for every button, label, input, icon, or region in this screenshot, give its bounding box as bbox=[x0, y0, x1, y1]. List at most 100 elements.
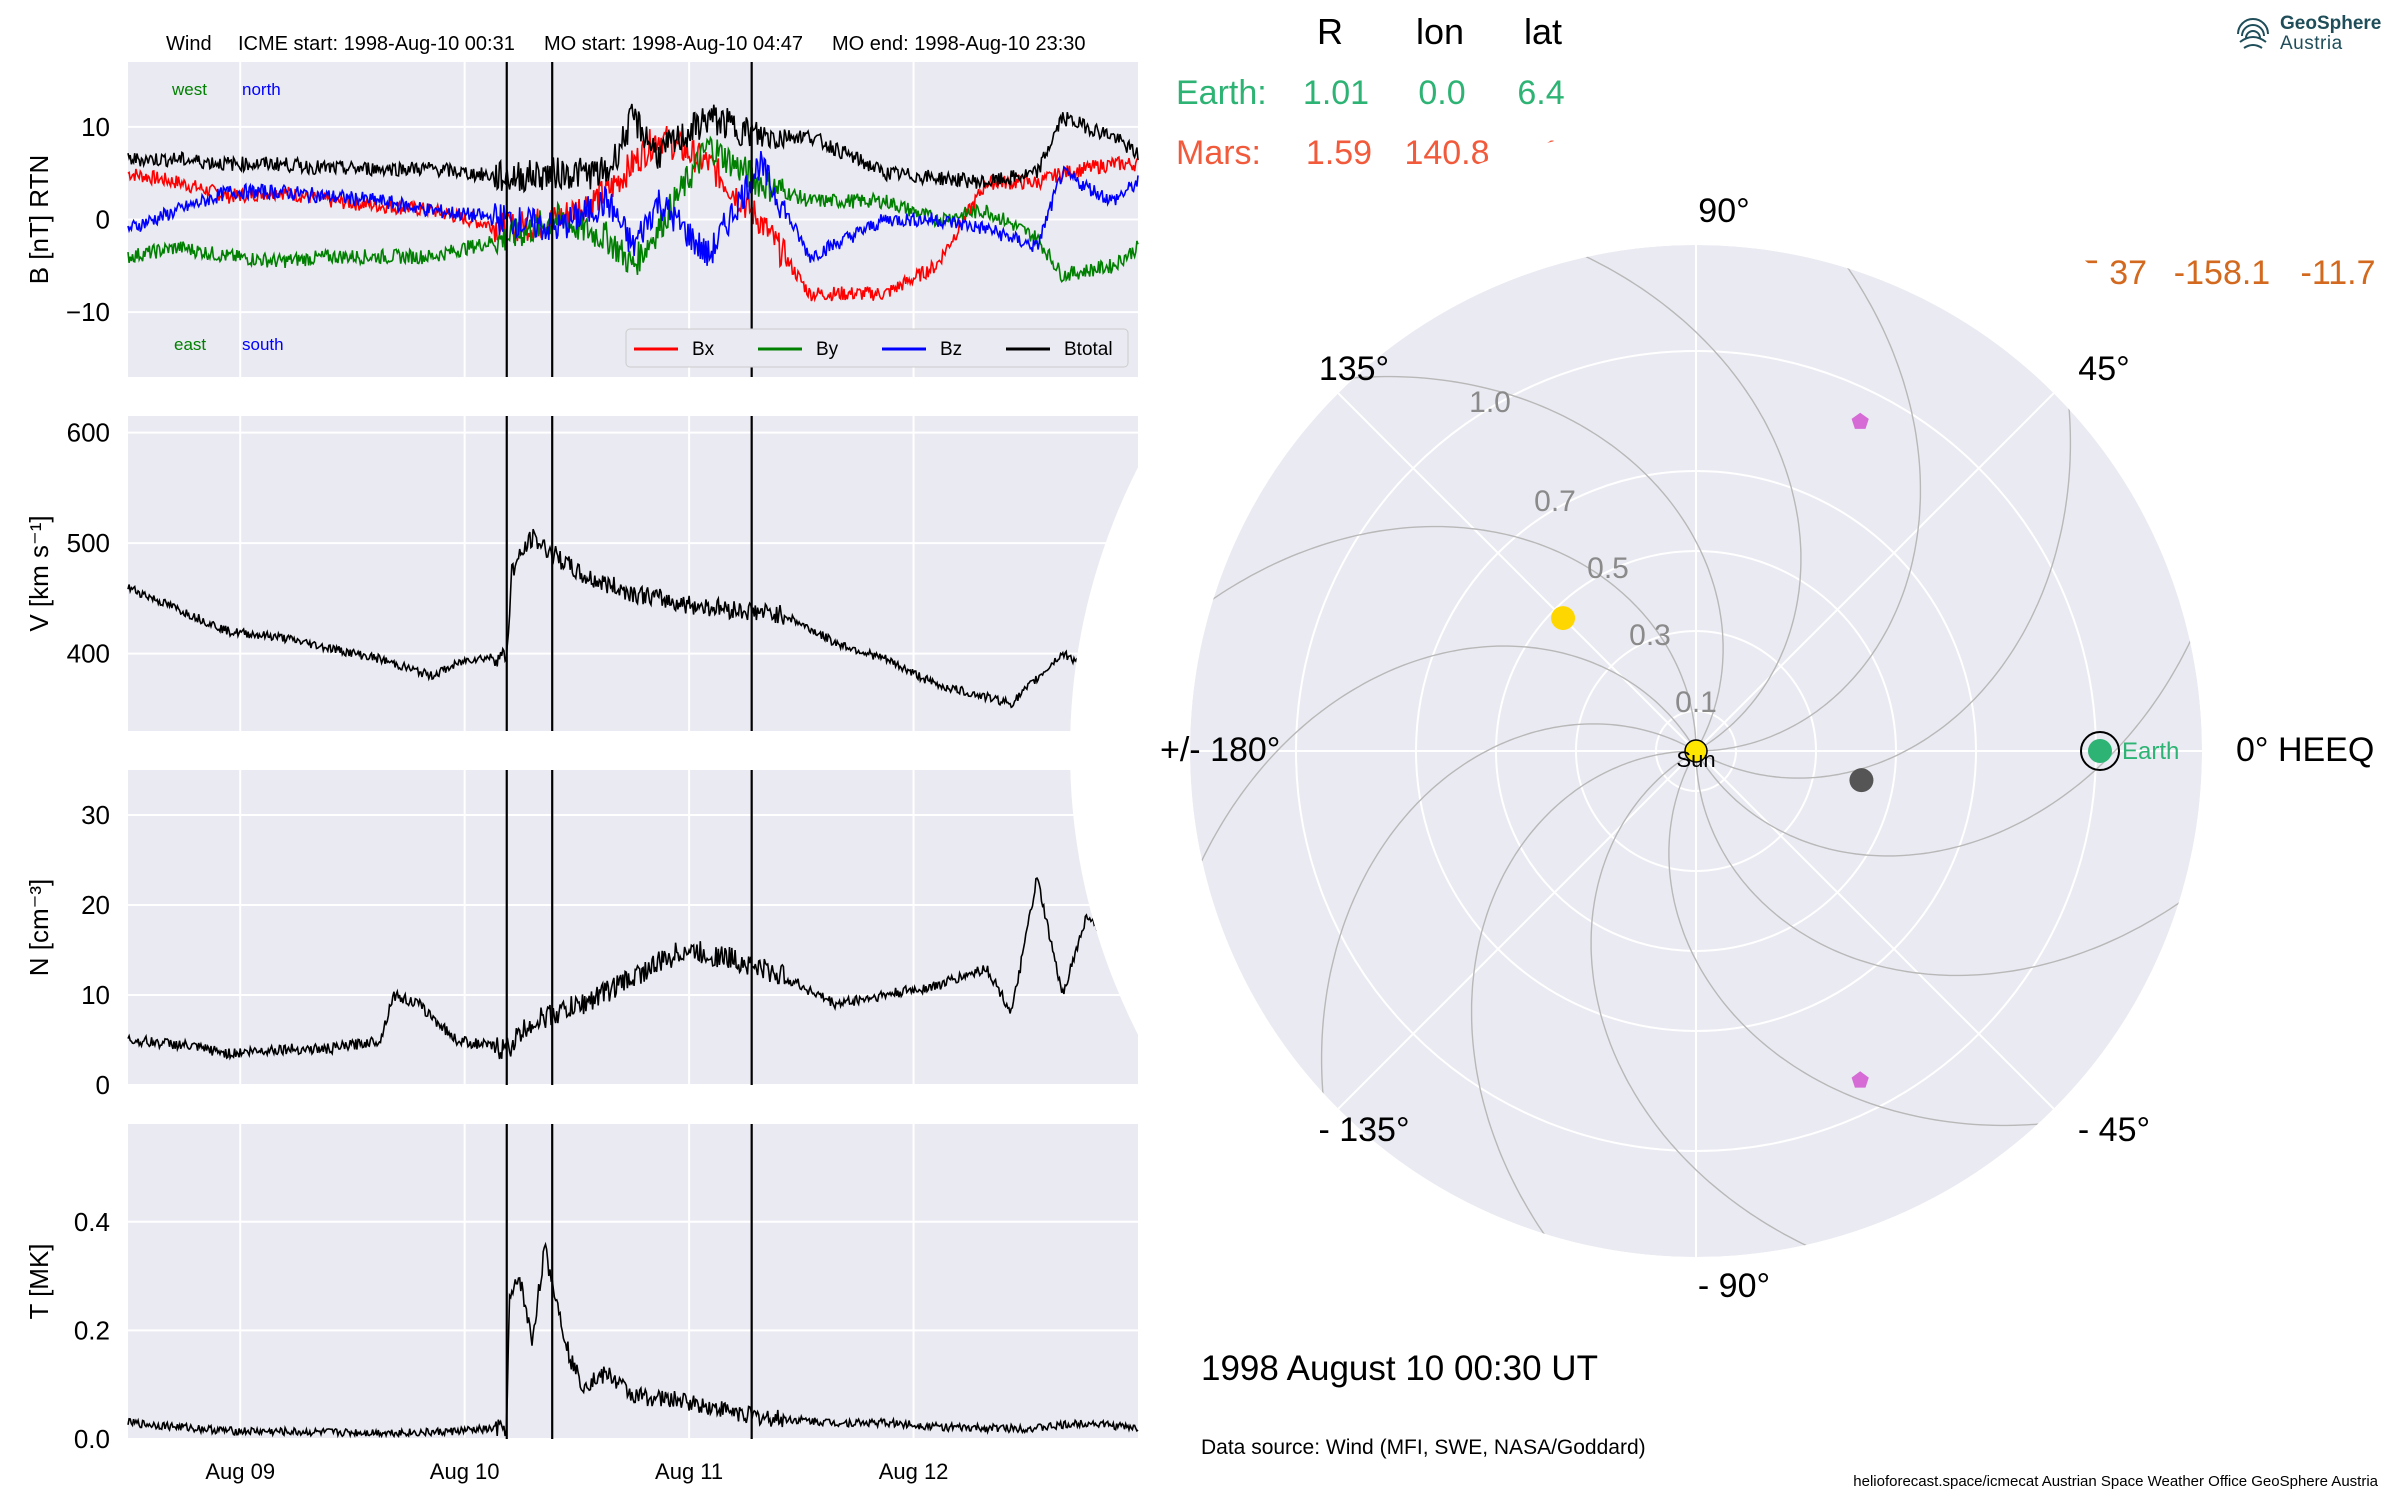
series-line-btotal bbox=[127, 103, 1139, 194]
col-r: R bbox=[1317, 11, 1343, 52]
legend-label-btotal: Btotal bbox=[1064, 339, 1113, 360]
date-label: 1998 August 10 00:30 UT bbox=[1201, 1349, 1598, 1388]
parker-spiral bbox=[1668, 750, 2041, 1127]
x-tick-label: Aug 11 bbox=[655, 1459, 723, 1484]
radial-tick-label: 1.0 bbox=[1469, 386, 1511, 419]
parker-spiral bbox=[1583, 254, 1802, 752]
y-tick-label: 0 bbox=[96, 1070, 110, 1100]
y-axis-label: N [cm⁻³] bbox=[24, 879, 54, 977]
y-tick-label: 0.2 bbox=[74, 1315, 110, 1345]
legend-label-bz: Bz bbox=[940, 339, 962, 360]
credits: helioforecast.space/icmecat Austrian Spa… bbox=[1853, 1473, 2378, 1490]
parker-spiral bbox=[1696, 265, 1922, 752]
x-tick-label: Aug 10 bbox=[430, 1459, 500, 1484]
header-mo-start: MO start: 1998-Aug-10 04:47 bbox=[544, 33, 803, 55]
y-tick-label: −10 bbox=[66, 297, 110, 327]
parker-spiral bbox=[1199, 645, 1697, 864]
y-tick-label: 500 bbox=[67, 528, 110, 558]
col-lat: lat bbox=[1524, 11, 1562, 52]
gray-body-marker bbox=[1849, 768, 1874, 793]
col-lon: lon bbox=[1416, 11, 1464, 52]
panel-temperature: 0.4 0.2 0.0 T [MK] Aug 09 Aug 10 Aug 11 Aug 12 bbox=[24, 1124, 1139, 1484]
parker-spiral bbox=[1351, 375, 1724, 752]
polar-plot: 0.1 0.3 0.5 0.7 1.0 Sun Earth bbox=[1070, 125, 2322, 1377]
ulysses-row-lat: -11.7 bbox=[2301, 254, 2376, 292]
legend: Bx By Bz Btotal bbox=[625, 328, 1129, 368]
label-south: south bbox=[242, 335, 284, 354]
data-source: Data source: Wind (MFI, SWE, NASA/Goddar… bbox=[1201, 1436, 1646, 1459]
y-tick-label: 10 bbox=[81, 112, 110, 142]
panel-magnetic-field: 10 0 −10 B [nT] RTN bbox=[24, 62, 1139, 377]
angle-label-45: 45° bbox=[2078, 350, 2129, 388]
label-east: east bbox=[174, 335, 206, 354]
legend-box bbox=[625, 328, 1129, 368]
earth-row-r: 1.01 bbox=[1303, 74, 1369, 112]
earth-ring bbox=[2080, 731, 2120, 771]
geosphere-logo: GeoSphere Austria bbox=[2232, 12, 2381, 56]
series-line-bx bbox=[127, 125, 1139, 303]
y-axis-label: B [nT] RTN bbox=[24, 155, 54, 285]
series-line bbox=[127, 528, 1139, 709]
y-tick-label: 400 bbox=[67, 639, 110, 669]
x-tick-label: Aug 12 bbox=[879, 1459, 949, 1484]
panel-density: 30 20 10 0 N [cm⁻³] bbox=[24, 770, 1139, 1100]
angle-label-0: 0° HEEQ bbox=[2236, 731, 2374, 769]
y-tick-label: 10 bbox=[81, 980, 110, 1010]
label-west: west bbox=[171, 80, 207, 99]
series-line bbox=[127, 1241, 1139, 1439]
angle-label-180: +/- 180° bbox=[1160, 731, 1280, 769]
parker-spiral bbox=[1470, 750, 1696, 1237]
earth-marker bbox=[2088, 739, 2112, 763]
mars-colored-marker bbox=[1551, 606, 1576, 631]
angular-grid-line bbox=[1695, 750, 2055, 1110]
series-line-bz bbox=[127, 150, 1139, 266]
polar-angle-labels: 90° 45° 135° 0° HEEQ +/- 180° - 45° - 13… bbox=[1160, 192, 2374, 1305]
angle-label-135: 135° bbox=[1319, 350, 1389, 388]
parker-spiral bbox=[1320, 723, 1697, 1096]
angular-grid-line bbox=[1695, 392, 2055, 752]
series-line-by bbox=[127, 135, 1139, 283]
radial-tick-label: 0.1 bbox=[1675, 686, 1717, 719]
parker-spiral bbox=[1695, 751, 2182, 977]
legend-label-by: By bbox=[816, 339, 839, 360]
panel-background bbox=[128, 770, 1138, 1085]
panel-speed: 600 500 400 V [km s⁻¹] bbox=[24, 416, 1139, 731]
parker-spiral bbox=[1590, 750, 1809, 1248]
logo-line1: GeoSphere bbox=[2280, 13, 2382, 34]
header-icme-start: ICME start: 1998-Aug-10 00:31 bbox=[238, 33, 515, 55]
parker-spiral bbox=[1210, 525, 1697, 751]
label-north: north bbox=[242, 80, 281, 99]
parker-spiral bbox=[1695, 406, 2072, 779]
angle-label-m90: - 90° bbox=[1698, 1267, 1770, 1305]
series-line bbox=[127, 877, 1139, 1061]
sun-label: Sun bbox=[1676, 747, 1715, 772]
y-tick-label: 0.0 bbox=[74, 1424, 110, 1454]
radial-tick-label: 0.5 bbox=[1587, 552, 1629, 585]
y-tick-label: 600 bbox=[67, 418, 110, 448]
earth-row-lat: 6.4 bbox=[1517, 74, 1564, 112]
x-tick-label: Aug 09 bbox=[205, 1459, 275, 1484]
radial-tick-label: 0.3 bbox=[1629, 619, 1671, 652]
pentagon-lower-marker bbox=[1851, 1071, 1869, 1088]
logo-line2: Austria bbox=[2280, 33, 2343, 54]
angle-label-90: 90° bbox=[1698, 192, 1749, 230]
earth-row-lon: 0.0 bbox=[1418, 74, 1465, 112]
header-spacecraft: Wind bbox=[166, 33, 212, 55]
polar-mask bbox=[1070, 125, 2322, 1377]
geosphere-logo-icon bbox=[2237, 18, 2269, 49]
earth-row-label: Earth: bbox=[1176, 74, 1267, 112]
angle-label-m45: - 45° bbox=[2078, 1111, 2150, 1149]
mars-row-r: 1.59 bbox=[1306, 134, 1372, 172]
earth-position-row: Earth: 1.01 0.0 6.4 bbox=[1176, 74, 1565, 112]
y-axis-label: T [MK] bbox=[24, 1243, 54, 1319]
y-tick-label: 30 bbox=[81, 800, 110, 830]
y-tick-label: 20 bbox=[81, 890, 110, 920]
angular-grid-line bbox=[1337, 392, 1697, 752]
y-tick-label: 0.4 bbox=[74, 1207, 110, 1237]
ulysses-row-lon: -158.1 bbox=[2174, 254, 2270, 292]
sun-marker bbox=[1684, 739, 1708, 763]
panel-background bbox=[128, 1124, 1138, 1439]
mars-row-label: Mars: bbox=[1176, 134, 1261, 172]
header-mo-end: MO end: 1998-Aug-10 23:30 bbox=[832, 33, 1086, 55]
